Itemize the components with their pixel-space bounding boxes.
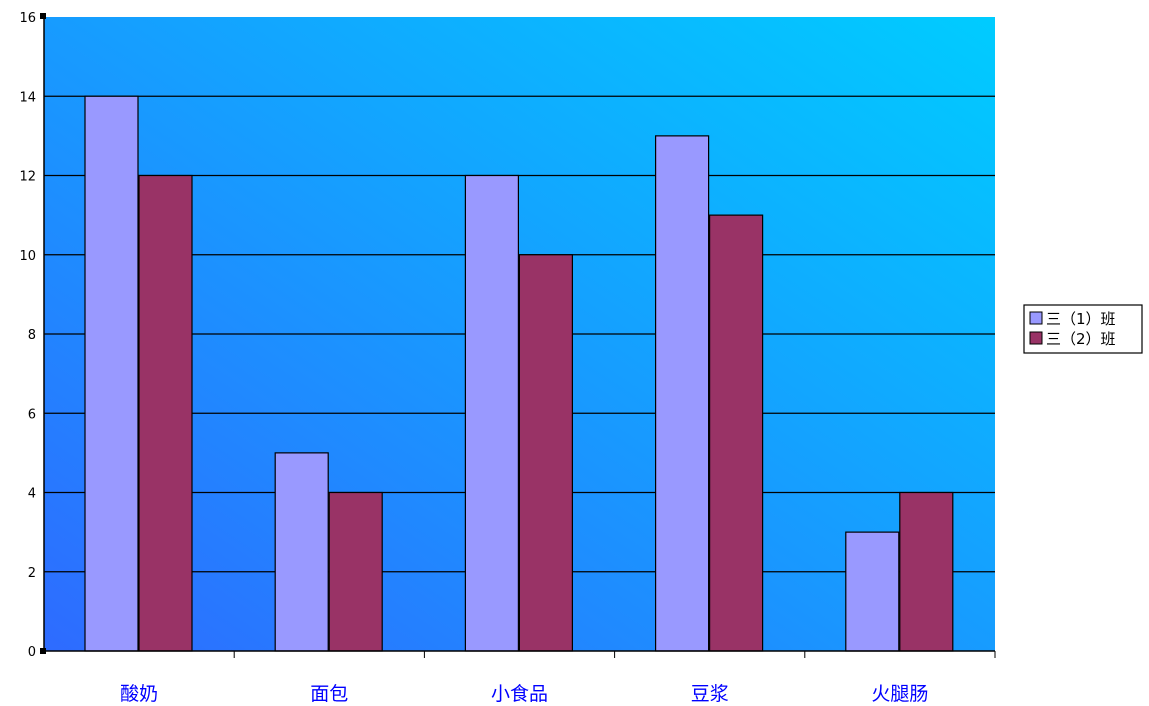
bar-1-3 <box>464 174 519 652</box>
y-tick-label: 2 <box>28 566 36 581</box>
axis-end-marker <box>40 648 46 654</box>
x-tick-label: 面包 <box>310 683 348 705</box>
y-tick-label: 12 <box>19 170 36 185</box>
bar-2-2 <box>328 491 383 652</box>
legend-label-1: 三（1）班 <box>1046 310 1116 328</box>
bar-2-3 <box>518 254 574 652</box>
y-tick-label: 16 <box>19 11 36 26</box>
legend-swatch-2 <box>1029 331 1043 345</box>
legend-swatch-1 <box>1029 311 1043 325</box>
y-tick-label: 14 <box>19 90 36 105</box>
y-tick-labels: 0 2 4 6 8 10 12 14 16 <box>19 11 36 660</box>
x-tick-label: 酸奶 <box>120 683 158 705</box>
bar-1-1 <box>84 95 139 652</box>
legend-label-2: 三（2）班 <box>1046 330 1116 348</box>
axes <box>40 13 996 658</box>
legend-box <box>1023 304 1143 354</box>
y-tick-label: 6 <box>28 407 36 422</box>
y-tick-label: 10 <box>19 249 36 264</box>
legend: 三（1）班三（2）班 <box>1023 304 1143 354</box>
bar-1-4 <box>654 135 710 652</box>
y-tick-label: 8 <box>28 328 36 343</box>
x-tick-labels: 酸奶 面包 小食品 豆浆 火腿肠 <box>120 683 928 705</box>
axis-end-marker <box>40 13 46 19</box>
bar-2-5 <box>899 491 954 652</box>
y-tick-label: 4 <box>28 487 36 502</box>
bar-2-1 <box>138 174 193 652</box>
bar-2-4 <box>708 214 764 652</box>
bar-1-2 <box>274 452 329 652</box>
x-tick-label: 豆浆 <box>691 683 729 705</box>
x-tick-label: 小食品 <box>491 683 548 705</box>
x-tick-label: 火腿肠 <box>871 683 928 705</box>
bar-1-5 <box>845 531 900 652</box>
y-tick-label: 0 <box>28 645 36 660</box>
